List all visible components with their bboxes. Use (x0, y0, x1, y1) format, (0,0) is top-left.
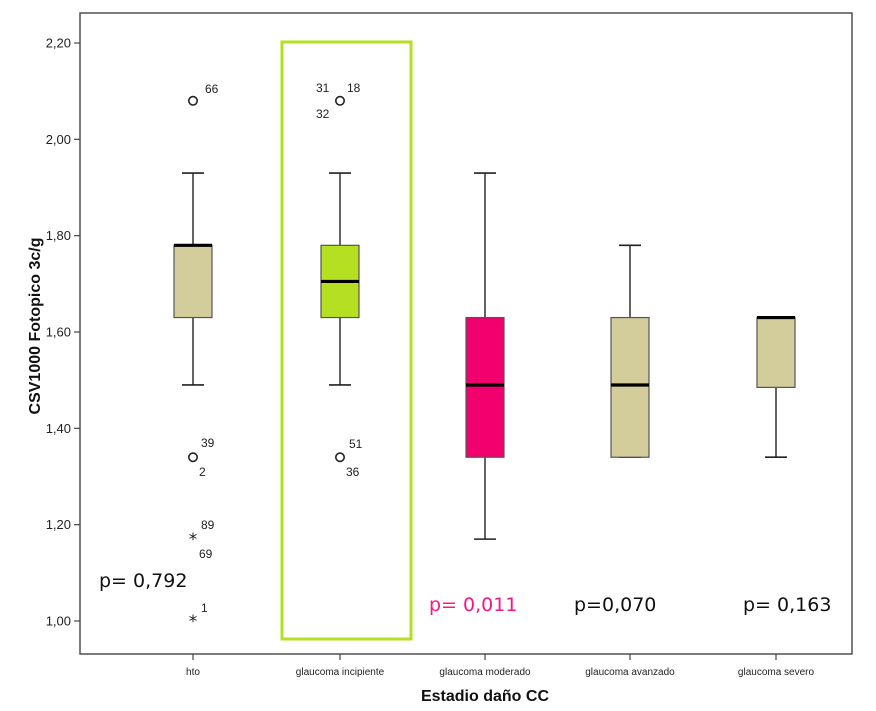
outlier-label: 89 (201, 518, 215, 532)
p-value-label: p= 0,011 (429, 594, 517, 616)
y-axis: 2,20 2,00 1,80 1,60 1,40 1,20 1,00 (46, 36, 80, 629)
y-tick-label: 1,40 (46, 421, 71, 436)
x-tick-label: glaucoma moderado (439, 667, 531, 678)
box-iqr (756, 316, 796, 388)
box-iqr (173, 244, 213, 319)
y-tick-label: 2,20 (46, 36, 71, 51)
outlier-label: 36 (346, 465, 360, 479)
y-tick-label: 1,00 (46, 614, 71, 629)
x-tick-label: glaucoma severo (738, 667, 815, 678)
y-tick-label: 1,20 (46, 517, 71, 532)
p-value-panel (424, 546, 845, 636)
extreme-star: * (189, 530, 198, 550)
y-tick-label: 1,80 (46, 228, 71, 243)
x-axis: hto glaucoma incipiente glaucoma moderado g… (186, 654, 815, 678)
extreme-star: * (189, 612, 198, 632)
y-tick-label: 2,00 (46, 132, 71, 147)
outlier-label: 2 (199, 465, 206, 479)
outlier-circle (188, 95, 199, 106)
x-tick-label: glaucoma avanzado (585, 667, 675, 678)
box-3 (465, 172, 505, 540)
box-iqr (610, 316, 650, 458)
box-4 (610, 244, 650, 459)
outlier-circle (188, 452, 199, 463)
x-axis-title: Estadio daño CC (421, 688, 549, 705)
p-value-label: p= 0,163 (743, 594, 831, 616)
p-values: p= 0,792 p= 0,011 p=0,070 p= 0,163 (99, 570, 831, 616)
box-2: 31 18 32 51 36 (316, 81, 363, 479)
outlier-label: 31 (316, 81, 330, 95)
outlier-circle (334, 95, 345, 106)
box-5 (756, 315, 796, 459)
y-axis-title: CSV1000 Fotopico 3c/g (27, 238, 44, 415)
outlier-circle (334, 452, 345, 463)
outlier-label: 39 (201, 436, 215, 450)
y-tick-label: 1,60 (46, 325, 71, 340)
outlier-label: 32 (316, 107, 330, 121)
outlier-label: 66 (205, 82, 219, 96)
outlier-label: 69 (199, 547, 213, 561)
box-iqr (465, 316, 505, 458)
outlier-label: 18 (347, 81, 361, 95)
outlier-label: 51 (349, 437, 363, 451)
p-value-label: p= 0,792 (99, 570, 187, 592)
p-value-label: p=0,070 (574, 594, 656, 616)
x-tick-label: hto (186, 667, 200, 678)
highlight-frame (280, 40, 413, 641)
x-tick-label: glaucoma incipiente (296, 667, 385, 678)
outlier-label: 1 (201, 601, 208, 615)
